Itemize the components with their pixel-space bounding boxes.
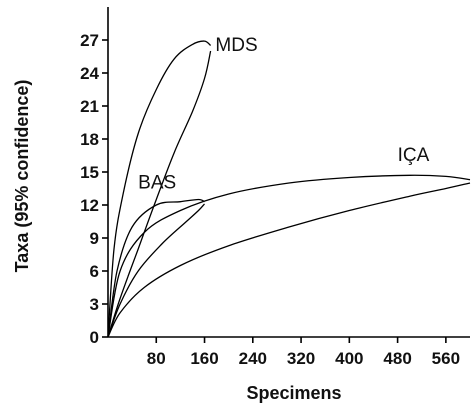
series-label-mds: MDS — [215, 35, 257, 56]
y-tick-label: 0 — [90, 328, 99, 347]
y-tick-label: 15 — [80, 163, 99, 182]
axes: 0 3 6 9 12 15 18 21 24 27 80 160 240 320 400 480 560 — [80, 7, 470, 368]
y-axis-title: Taxa (95% confidence) — [12, 80, 32, 273]
x-tick-label: 80 — [147, 349, 166, 368]
series-mds: MDS — [107, 35, 258, 338]
series-label-bas: BAS — [138, 173, 176, 194]
series-bas-lower-bound — [107, 203, 205, 338]
y-tick-label: 27 — [80, 31, 99, 50]
y-tick-label: 21 — [80, 97, 99, 116]
y-tick-label: 24 — [80, 64, 99, 83]
x-tick-label: 240 — [239, 349, 267, 368]
x-tick-label: 320 — [287, 349, 315, 368]
y-tick-label: 12 — [80, 196, 99, 215]
y-tick-label: 9 — [90, 229, 99, 248]
x-tick-label: 160 — [190, 349, 218, 368]
x-tick-label: 400 — [335, 349, 363, 368]
y-tick-label: 3 — [90, 295, 99, 314]
series-label-i-a: IÇA — [398, 145, 430, 166]
series-i-a-upper-bound — [107, 174, 471, 338]
y-tick-label: 18 — [80, 130, 99, 149]
series-bas-upper-bound — [107, 198, 205, 338]
plot-area: MDS BAS IÇA — [107, 35, 471, 338]
series-bas: BAS — [107, 173, 205, 338]
x-tick-label: 560 — [432, 349, 460, 368]
series-i-a: IÇA — [107, 145, 471, 338]
series-mds-lower-bound — [107, 50, 212, 338]
x-tick-label: 480 — [383, 349, 411, 368]
x-axis-title: Specimens — [246, 383, 341, 403]
y-tick-label: 6 — [90, 262, 99, 281]
series-mds-upper-bound — [107, 40, 212, 338]
series-i-a-lower-bound — [107, 182, 471, 338]
